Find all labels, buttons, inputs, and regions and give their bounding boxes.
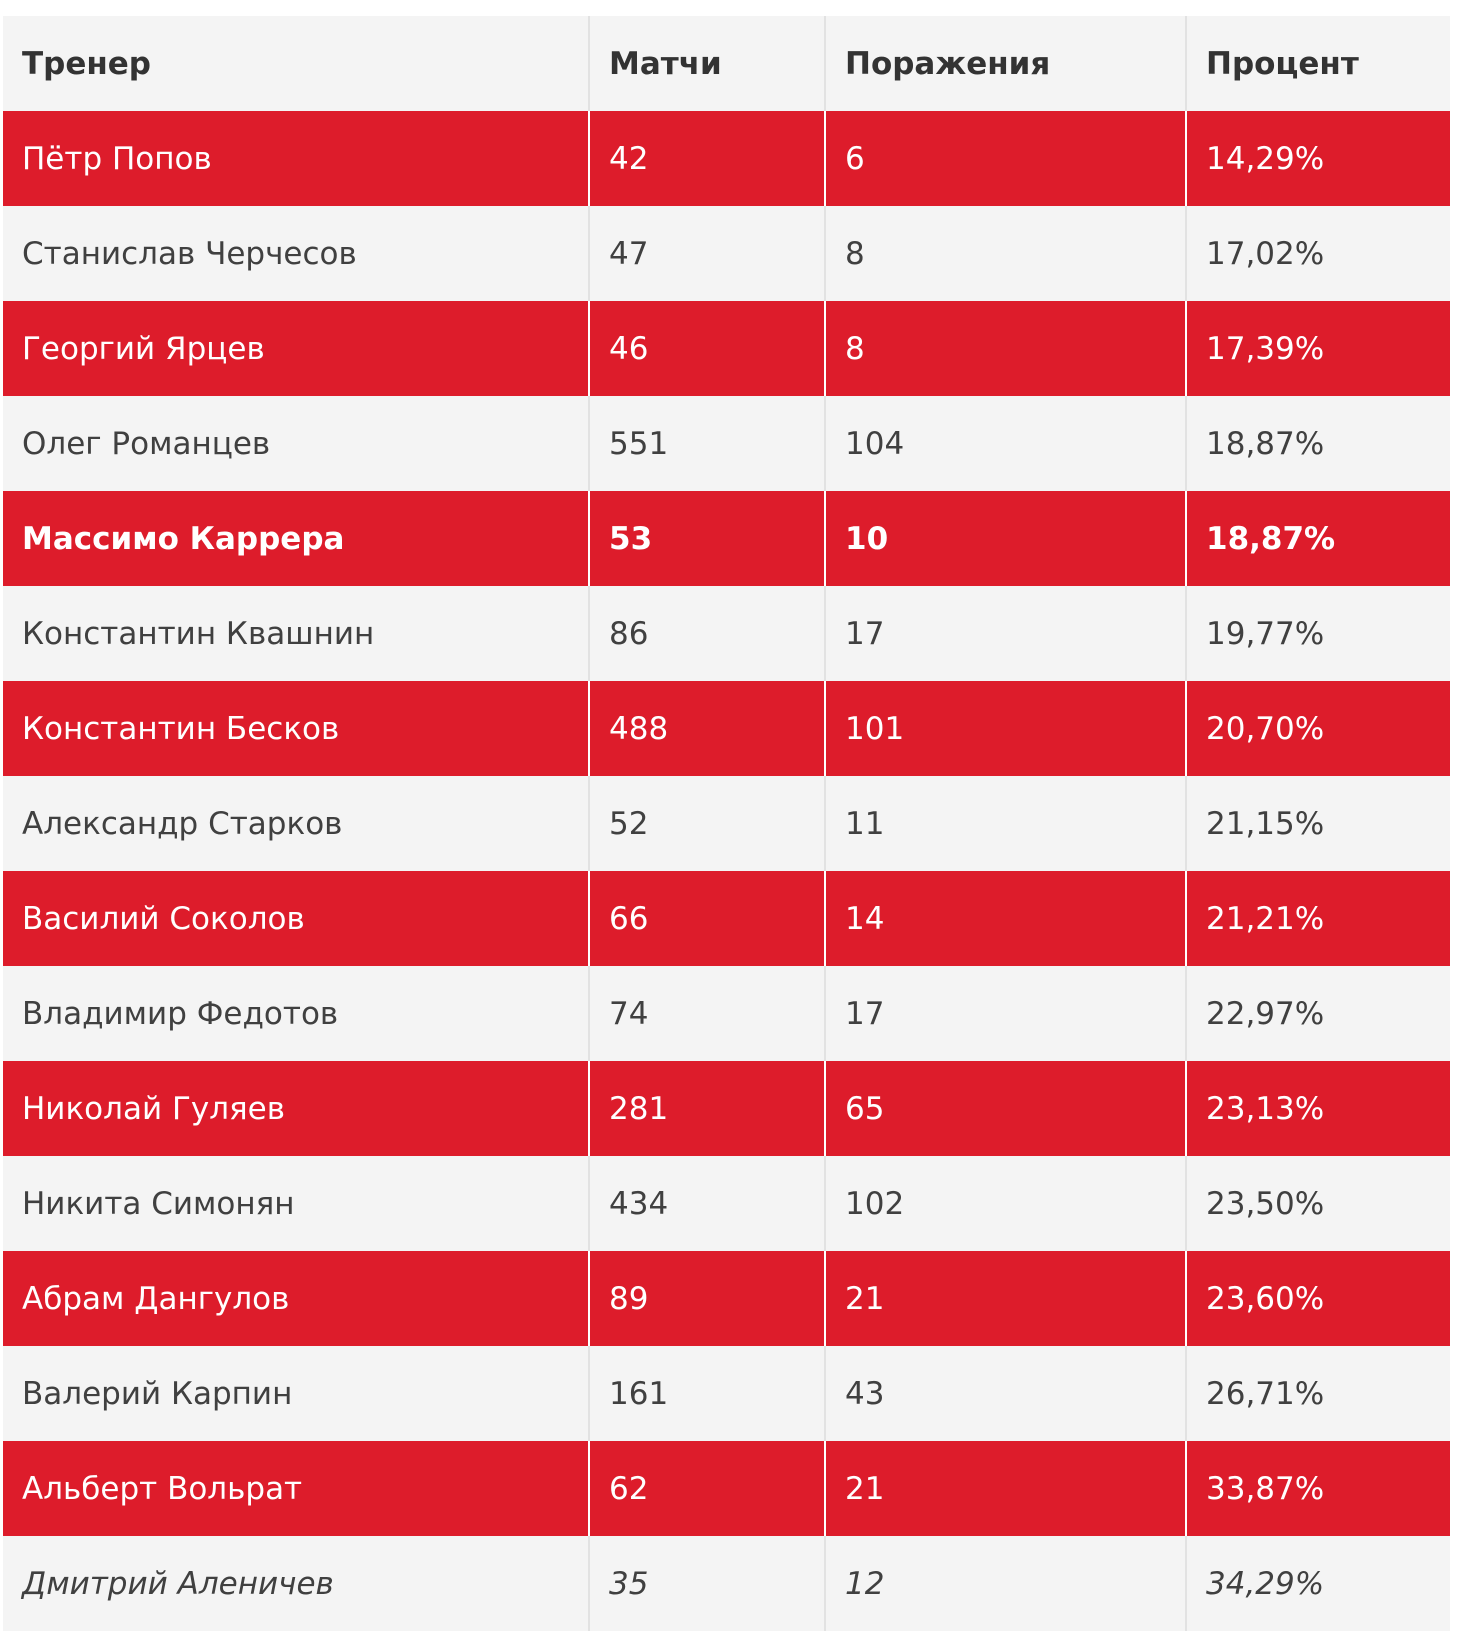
header-losses: Поражения — [824, 16, 1186, 111]
cell-matches: 46 — [588, 301, 825, 396]
cell-percent: 14,29% — [1185, 111, 1460, 206]
cell-coach: Альберт Вольрат — [3, 1441, 589, 1536]
cell-coach: Дмитрий Аленичев — [3, 1536, 589, 1631]
table-body: Пётр Попов 42 6 14,29% Станислав Черчесов 47 8… — [3, 111, 1460, 1631]
cell-matches: 66 — [588, 871, 825, 966]
cell-percent: 23,60% — [1185, 1251, 1460, 1346]
cell-percent: 21,15% — [1185, 776, 1460, 871]
cell-losses: 102 — [824, 1156, 1186, 1251]
cell-losses: 14 — [824, 871, 1186, 966]
table-row: Василий Соколов 66 14 21,21% — [3, 871, 1460, 966]
cell-matches: 47 — [588, 206, 825, 301]
cell-losses: 43 — [824, 1346, 1186, 1441]
coach-stats-table: Тренер Матчи Поражения Процент Пётр Попо… — [3, 16, 1460, 1631]
cell-coach: Константин Бесков — [3, 681, 589, 776]
table-row: Константин Квашнин 86 17 19,77% — [3, 586, 1460, 681]
table-row: Валерий Карпин 161 43 26,71% — [3, 1346, 1460, 1441]
cell-losses: 104 — [824, 396, 1186, 491]
cell-losses: 10 — [824, 491, 1186, 586]
cell-matches: 551 — [588, 396, 825, 491]
header-percent: Процент — [1185, 16, 1460, 111]
table-header: Тренер Матчи Поражения Процент — [3, 16, 1460, 111]
cell-coach: Александр Старков — [3, 776, 589, 871]
cell-matches: 74 — [588, 966, 825, 1061]
cell-percent: 20,70% — [1185, 681, 1460, 776]
cell-matches: 52 — [588, 776, 825, 871]
cell-matches: 89 — [588, 1251, 825, 1346]
cell-percent: 34,29% — [1185, 1536, 1460, 1631]
table-row: Станислав Черчесов 47 8 17,02% — [3, 206, 1460, 301]
table-row: Константин Бесков 488 101 20,70% — [3, 681, 1460, 776]
cell-percent: 18,87% — [1185, 396, 1460, 491]
cell-percent: 26,71% — [1185, 1346, 1460, 1441]
cell-losses: 11 — [824, 776, 1186, 871]
cell-losses: 101 — [824, 681, 1186, 776]
cell-percent: 33,87% — [1185, 1441, 1460, 1536]
cell-coach: Георгий Ярцев — [3, 301, 589, 396]
table-row: Владимир Федотов 74 17 22,97% — [3, 966, 1460, 1061]
table-row: Александр Старков 52 11 21,15% — [3, 776, 1460, 871]
cell-coach: Станислав Черчесов — [3, 206, 589, 301]
cell-coach: Массимо Каррера — [3, 491, 589, 586]
header-matches: Матчи — [588, 16, 825, 111]
cell-coach: Абрам Дангулов — [3, 1251, 589, 1346]
cell-percent: 17,02% — [1185, 206, 1460, 301]
cell-losses: 65 — [824, 1061, 1186, 1156]
cell-coach: Олег Романцев — [3, 396, 589, 491]
cell-matches: 35 — [588, 1536, 825, 1631]
table-row: Георгий Ярцев 46 8 17,39% — [3, 301, 1460, 396]
cell-matches: 62 — [588, 1441, 825, 1536]
cell-percent: 22,97% — [1185, 966, 1460, 1061]
cell-matches: 86 — [588, 586, 825, 681]
table-row: Альберт Вольрат 62 21 33,87% — [3, 1441, 1460, 1536]
right-margin — [1450, 0, 1460, 1645]
cell-matches: 281 — [588, 1061, 825, 1156]
table-row: Дмитрий Аленичев 35 12 34,29% — [3, 1536, 1460, 1631]
table-row: Николай Гуляев 281 65 23,13% — [3, 1061, 1460, 1156]
table-row: Абрам Дангулов 89 21 23,60% — [3, 1251, 1460, 1346]
cell-coach: Валерий Карпин — [3, 1346, 589, 1441]
table-row: Массимо Каррера 53 10 18,87% — [3, 491, 1460, 586]
table-row: Никита Симонян 434 102 23,50% — [3, 1156, 1460, 1251]
cell-matches: 53 — [588, 491, 825, 586]
header-row: Тренер Матчи Поражения Процент — [3, 16, 1460, 111]
coach-stats-table-container: Тренер Матчи Поражения Процент Пётр Попо… — [3, 16, 1460, 1631]
cell-percent: 23,13% — [1185, 1061, 1460, 1156]
cell-losses: 17 — [824, 966, 1186, 1061]
cell-losses: 21 — [824, 1441, 1186, 1536]
table-row: Олег Романцев 551 104 18,87% — [3, 396, 1460, 491]
cell-percent: 21,21% — [1185, 871, 1460, 966]
cell-coach: Пётр Попов — [3, 111, 589, 206]
cell-losses: 21 — [824, 1251, 1186, 1346]
table-row: Пётр Попов 42 6 14,29% — [3, 111, 1460, 206]
cell-percent: 18,87% — [1185, 491, 1460, 586]
cell-coach: Константин Квашнин — [3, 586, 589, 681]
cell-matches: 42 — [588, 111, 825, 206]
cell-matches: 161 — [588, 1346, 825, 1441]
cell-coach: Никита Симонян — [3, 1156, 589, 1251]
cell-coach: Василий Соколов — [3, 871, 589, 966]
cell-losses: 6 — [824, 111, 1186, 206]
header-coach: Тренер — [3, 16, 589, 111]
cell-coach: Николай Гуляев — [3, 1061, 589, 1156]
cell-percent: 17,39% — [1185, 301, 1460, 396]
cell-matches: 488 — [588, 681, 825, 776]
cell-losses: 8 — [824, 206, 1186, 301]
cell-losses: 12 — [824, 1536, 1186, 1631]
cell-matches: 434 — [588, 1156, 825, 1251]
cell-losses: 17 — [824, 586, 1186, 681]
cell-percent: 23,50% — [1185, 1156, 1460, 1251]
cell-coach: Владимир Федотов — [3, 966, 589, 1061]
cell-percent: 19,77% — [1185, 586, 1460, 681]
cell-losses: 8 — [824, 301, 1186, 396]
